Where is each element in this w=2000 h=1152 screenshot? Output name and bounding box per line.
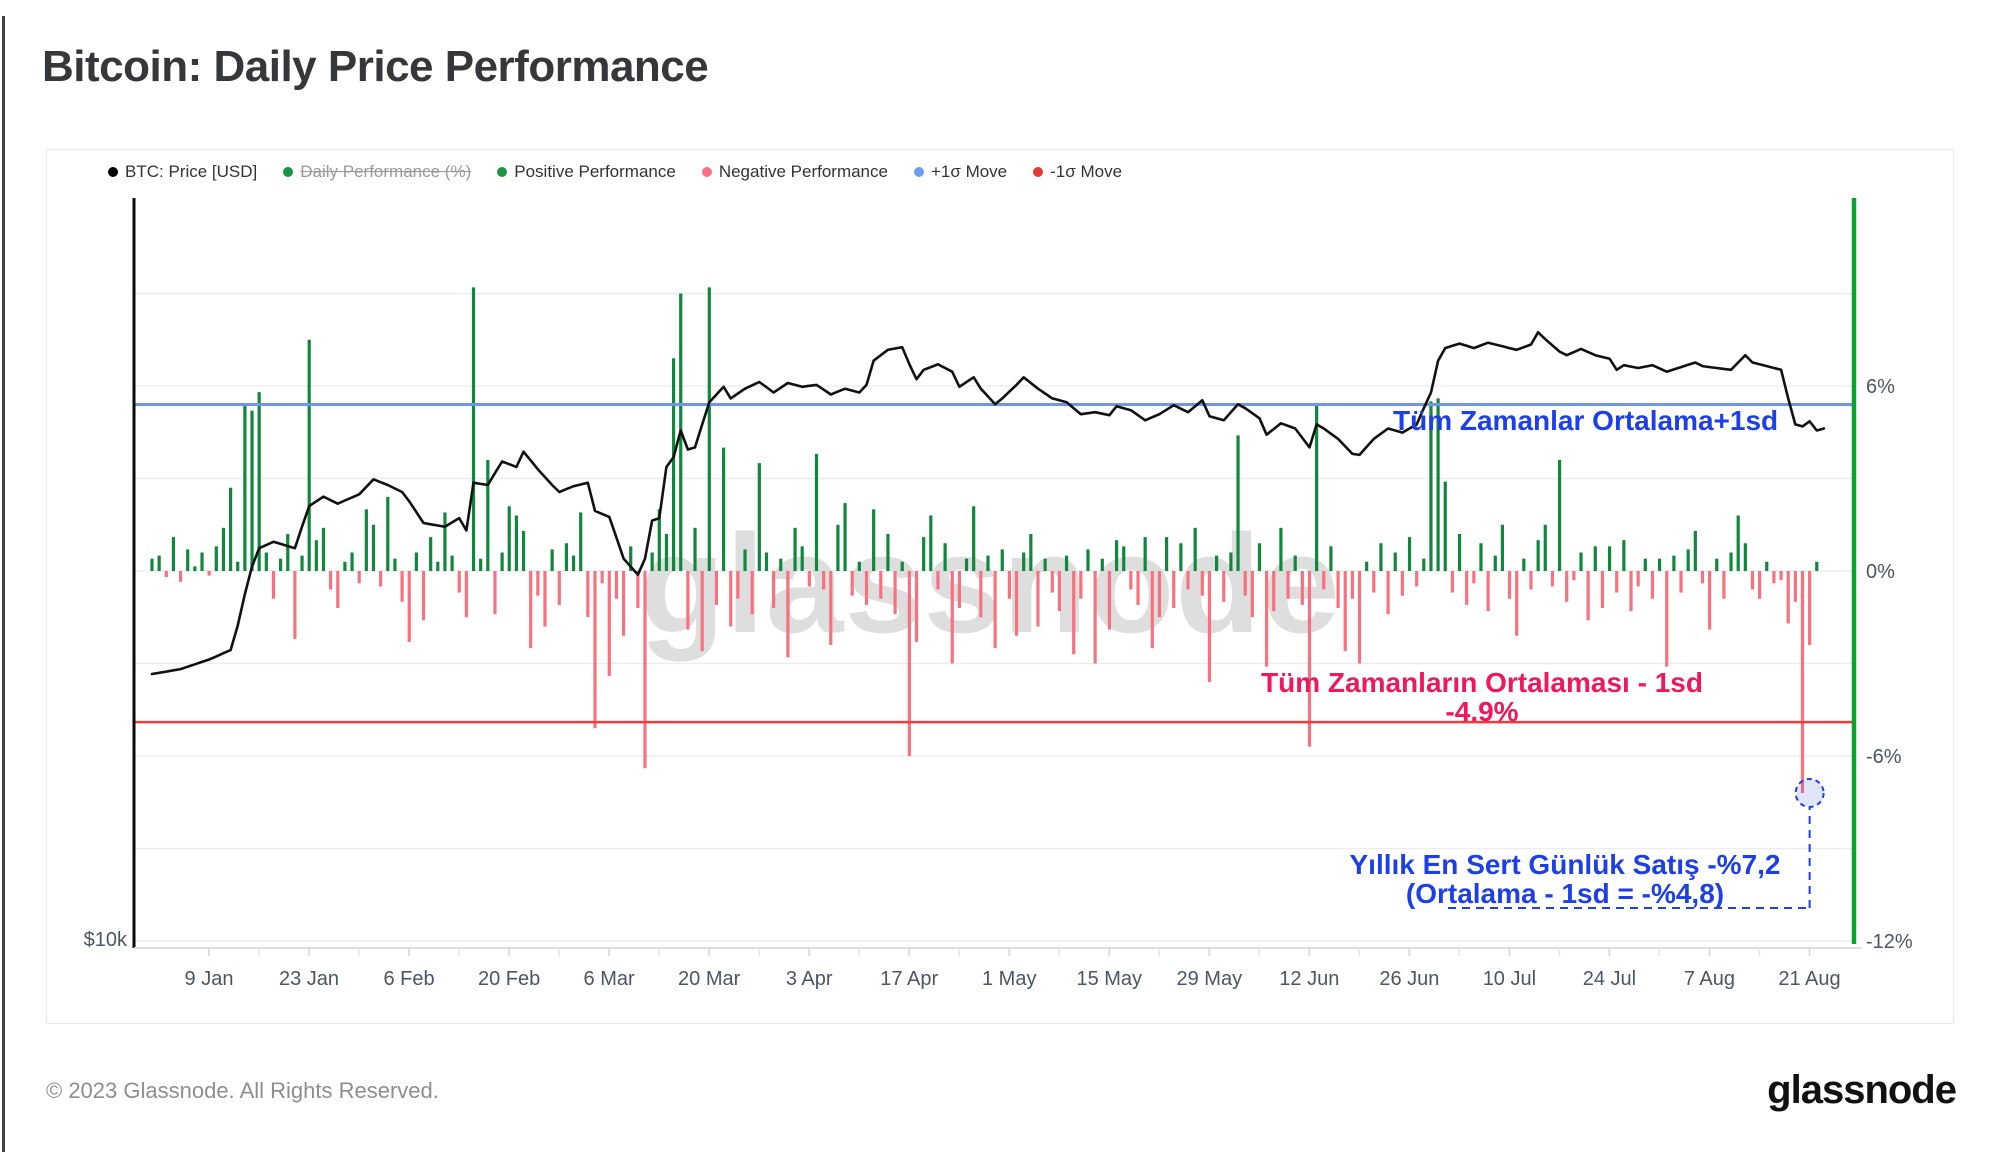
y-axis-tick-label: -12% xyxy=(1866,931,1913,953)
x-axis-tick-label: 20 Mar xyxy=(678,968,741,990)
x-axis-tick-label: 26 Jun xyxy=(1379,968,1439,990)
window-edge-strip xyxy=(2,16,5,1152)
y-axis-tick-label: 0% xyxy=(1866,561,1895,583)
chart-card xyxy=(46,149,1954,1024)
legend-item-0[interactable]: BTC: Price [USD] xyxy=(108,162,257,182)
x-axis-tick-label: 7 Aug xyxy=(1684,968,1735,990)
x-axis-tick-label: 12 Jun xyxy=(1279,968,1339,990)
legend-dot-icon xyxy=(913,167,924,177)
x-axis-tick-label: 29 May xyxy=(1177,968,1243,990)
legend-item-2[interactable]: Positive Performance xyxy=(497,162,676,182)
chart-legend: BTC: Price [USD] Daily Performance (%) Pos… xyxy=(108,160,1122,184)
x-axis-tick-label: 24 Jul xyxy=(1583,968,1636,990)
glassnode-logo: glassnode xyxy=(1767,1068,1957,1112)
legend-item-label: -1σ Move xyxy=(1050,162,1123,181)
legend-item-label: Negative Performance xyxy=(718,162,888,181)
x-axis-tick-label: 15 May xyxy=(1076,968,1142,990)
legend-dot-icon xyxy=(701,167,712,177)
legend-item-5[interactable]: -1σ Move xyxy=(1033,162,1122,182)
page-title: Bitcoin: Daily Price Performance xyxy=(42,42,709,91)
x-axis-tick-label: 6 Mar xyxy=(584,968,635,990)
legend-dot-icon xyxy=(1033,167,1044,177)
copyright-text: © 2023 Glassnode. All Rights Reserved. xyxy=(46,1078,439,1103)
x-axis-tick-label: 21 Aug xyxy=(1778,968,1840,990)
upper-band-annotation: Tüm Zamanlar Ortalama+1sd xyxy=(1393,405,1778,436)
legend-item-3[interactable]: Negative Performance xyxy=(701,162,888,182)
y-axis-tick-label: 6% xyxy=(1866,376,1895,398)
watermark-text: glassnode xyxy=(639,505,1340,662)
x-axis-tick-label: 23 Jan xyxy=(279,968,339,990)
y-axis-tick-label: -6% xyxy=(1866,746,1902,768)
x-axis-tick-label: 6 Feb xyxy=(383,968,434,990)
x-axis-tick-label: 20 Feb xyxy=(478,968,540,990)
lower-band-annotation-line1: Tüm Zamanların Ortalaması - 1sd xyxy=(1261,667,1703,698)
callout-annotation-line2: (Ortalama - 1sd = -%4,8) xyxy=(1406,878,1724,909)
x-axis-tick-label: 1 May xyxy=(982,968,1036,990)
legend-item-label: BTC: Price [USD] xyxy=(125,162,258,181)
legend-dot-icon xyxy=(497,167,508,177)
legend-item-4[interactable]: +1σ Move xyxy=(913,162,1008,182)
price-axis-label: $10k xyxy=(84,929,128,951)
x-axis-tick-label: 9 Jan xyxy=(185,968,234,990)
lower-band-annotation-line2: -4.9% xyxy=(1445,696,1518,727)
legend-item-label: Daily Performance (%) xyxy=(300,162,472,181)
x-axis-tick-label: 10 Jul xyxy=(1483,968,1536,990)
x-axis-tick-label: 3 Apr xyxy=(786,968,833,990)
btc-price-line xyxy=(150,330,1826,676)
callout-annotation-line1: Yıllık En Sert Günlük Satış -%7,2 xyxy=(1349,849,1780,880)
legend-item-label: Positive Performance xyxy=(514,162,676,181)
legend-dot-icon xyxy=(283,167,294,177)
legend-item-label: +1σ Move xyxy=(930,162,1008,181)
min-move-highlight-circle[interactable] xyxy=(1794,777,1825,808)
x-axis-tick-label: 17 Apr xyxy=(880,968,938,990)
legend-dot-icon xyxy=(108,167,118,177)
legend-item-1[interactable]: Daily Performance (%) xyxy=(283,162,471,182)
